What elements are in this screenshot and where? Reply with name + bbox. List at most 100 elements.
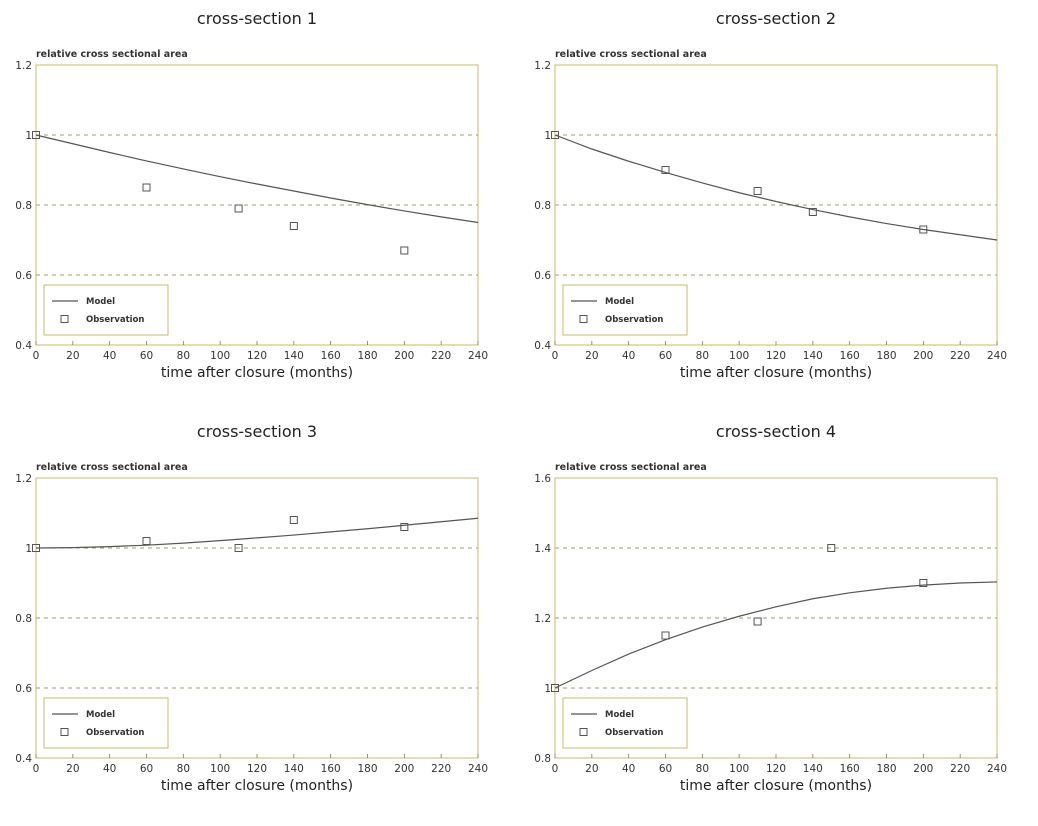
x-tick-label: 160 [840,350,860,362]
chart-cross-section-1: cross-section 1 relative cross sectional … [0,0,519,413]
y-tick-label: 1 [25,543,32,555]
y-tick-label: 0.6 [534,270,551,282]
observation-point [919,225,928,234]
y-tick-label: 1.2 [534,60,551,72]
chart-svg: cross-section 2 relative cross sectional … [534,9,1007,381]
observation-point [289,516,298,524]
x-tick-label: 240 [468,763,488,775]
x-tick-label: 140 [803,350,823,362]
x-tick-label: 100 [210,350,230,362]
legend-label: Observation [86,728,144,738]
chart-cross-section-2: cross-section 2 relative cross sectional … [519,0,1038,413]
x-tick-label: 180 [876,350,896,362]
chart-cross-section-3: cross-section 3 relative cross sectional … [0,413,519,826]
y-tick-label: 1 [544,683,551,695]
y-tick-label: 1.4 [534,543,551,555]
x-tick-label: 220 [950,763,970,775]
x-tick-label: 0 [552,763,559,775]
legend [43,284,169,336]
model-line [554,134,998,241]
observation-point [919,579,928,587]
legend-observation-swatch [60,728,69,736]
x-tick-label: 0 [33,763,40,775]
observation-point [827,544,836,552]
x-tick-label: 220 [431,763,451,775]
x-axis-label: time after closure (months) [161,778,353,794]
x-tick-label: 80 [696,350,709,362]
observation-point [400,523,409,531]
x-tick-label: 40 [103,763,116,775]
x-tick-label: 240 [987,350,1007,362]
legend [562,284,688,336]
y-tick-label: 1.6 [534,473,551,485]
x-tick-label: 0 [33,350,40,362]
y-tick-label: 0.8 [15,613,32,625]
legend-observation-swatch [60,315,69,323]
x-tick-label: 60 [659,763,672,775]
x-axis-label: time after closure (months) [680,778,872,794]
model-line [554,581,998,689]
observation-point [753,187,762,195]
x-tick-label: 20 [585,350,598,362]
legend-label: Observation [86,315,144,325]
chart-cross-section-4: cross-section 4 relative cross sectional … [519,413,1038,826]
x-tick-label: 60 [140,763,153,775]
x-tick-label: 240 [468,350,488,362]
model-line [35,134,479,224]
x-tick-label: 220 [950,350,970,362]
x-tick-label: 140 [803,763,823,775]
observation-point [753,617,762,626]
x-tick-label: 200 [913,350,933,362]
legend-label: Observation [605,728,663,738]
x-axis-label: time after closure (months) [680,365,872,381]
y-tick-label: 1 [25,130,32,142]
x-tick-label: 100 [729,763,749,775]
legend-observation-swatch [579,315,588,323]
y-tick-label: 0.6 [15,683,32,695]
chart-title: cross-section 4 [716,422,836,441]
x-tick-label: 80 [177,350,190,362]
x-tick-label: 200 [913,763,933,775]
x-tick-label: 60 [659,350,672,362]
y-tick-label: 0.4 [15,340,32,352]
y-tick-label: 1 [544,130,551,142]
legend-label: Model [86,710,115,720]
legend [43,697,169,749]
y-tick-label: 0.8 [534,200,551,212]
observation-point [32,544,40,552]
x-tick-label: 160 [321,763,341,775]
x-tick-label: 20 [585,763,598,775]
x-tick-label: 80 [696,763,709,775]
y-tick-label: 1.2 [15,473,32,485]
legend-label: Model [605,297,634,307]
y-axis-label: relative cross sectional area [36,462,188,473]
x-tick-label: 40 [622,350,635,362]
chart-title: cross-section 2 [716,9,836,28]
y-axis-label: relative cross sectional area [36,49,188,60]
chart-svg: cross-section 3 relative cross sectional … [15,422,488,794]
observation-point [142,183,151,192]
observation-point [808,208,817,216]
y-tick-label: 0.4 [15,753,32,765]
legend-observation-swatch [579,728,588,736]
x-tick-label: 100 [210,763,230,775]
x-tick-label: 20 [66,763,79,775]
observation-point [661,166,670,174]
x-axis-label: time after closure (months) [161,365,353,381]
x-tick-label: 140 [284,763,304,775]
y-tick-label: 0.6 [15,270,32,282]
legend-label: Observation [605,315,663,325]
y-axis-label: relative cross sectional area [555,462,707,473]
x-tick-label: 120 [247,350,267,362]
y-axis-label: relative cross sectional area [555,49,707,60]
x-tick-label: 60 [140,350,153,362]
legend-label: Model [605,710,634,720]
observation-point [32,131,40,139]
observation-point [661,631,670,640]
x-tick-label: 200 [394,763,414,775]
y-tick-label: 0.8 [534,753,551,765]
y-tick-label: 0.8 [15,200,32,212]
y-tick-label: 1.2 [15,60,32,72]
x-tick-label: 100 [729,350,749,362]
observation-point [142,537,151,545]
